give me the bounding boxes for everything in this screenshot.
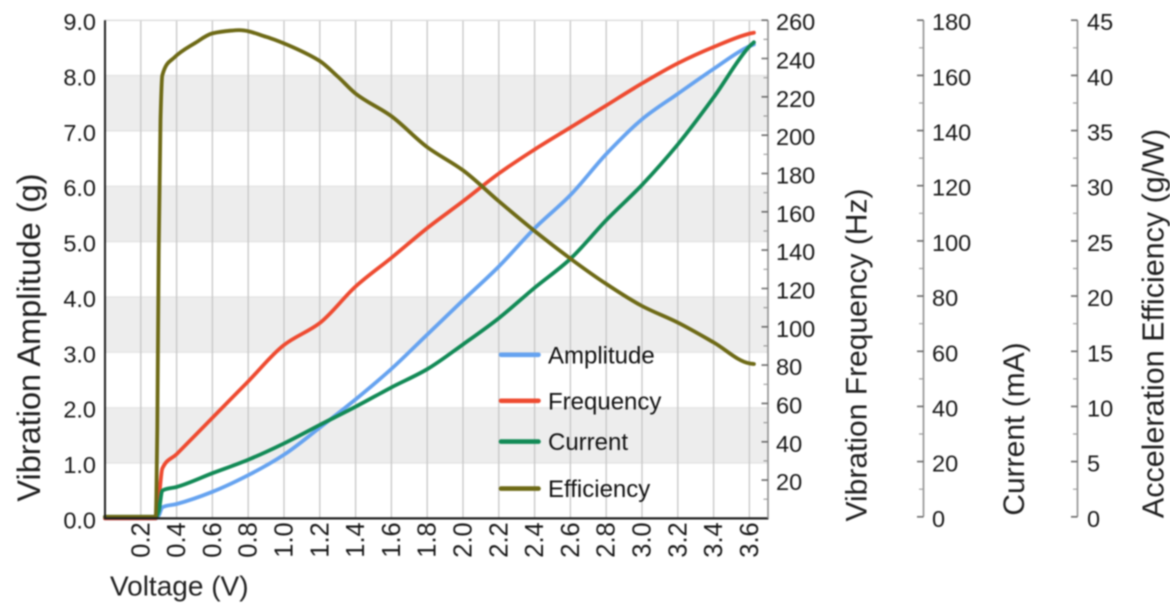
svg-text:60: 60 <box>776 392 802 418</box>
svg-text:3.6: 3.6 <box>736 522 764 557</box>
svg-text:0.6: 0.6 <box>199 522 227 557</box>
svg-text:120: 120 <box>932 175 971 201</box>
svg-text:180: 180 <box>776 163 815 189</box>
svg-text:0: 0 <box>1087 506 1100 532</box>
svg-text:25: 25 <box>1087 230 1113 256</box>
svg-text:1.0: 1.0 <box>63 452 96 478</box>
svg-text:7.0: 7.0 <box>63 120 96 146</box>
svg-text:20: 20 <box>776 469 802 495</box>
svg-text:1.2: 1.2 <box>306 522 334 557</box>
svg-text:Efficiency: Efficiency <box>548 476 650 503</box>
svg-text:9.0: 9.0 <box>63 9 96 35</box>
svg-text:20: 20 <box>1087 285 1113 311</box>
svg-text:80: 80 <box>932 285 958 311</box>
svg-text:45: 45 <box>1087 9 1113 35</box>
svg-text:4.0: 4.0 <box>63 286 96 312</box>
svg-text:60: 60 <box>932 340 958 366</box>
svg-text:220: 220 <box>776 86 815 112</box>
svg-text:20: 20 <box>932 451 958 477</box>
svg-text:3.0: 3.0 <box>629 522 657 557</box>
svg-text:1.0: 1.0 <box>271 522 299 557</box>
svg-text:0.4: 0.4 <box>163 522 191 557</box>
svg-text:10: 10 <box>1087 395 1113 421</box>
svg-text:2.6: 2.6 <box>557 522 585 557</box>
svg-text:5: 5 <box>1087 451 1100 477</box>
svg-text:Voltage (V): Voltage (V) <box>110 571 249 602</box>
svg-text:0.0: 0.0 <box>63 507 96 533</box>
svg-text:140: 140 <box>776 239 815 265</box>
svg-text:40: 40 <box>776 431 802 457</box>
svg-text:100: 100 <box>776 316 815 342</box>
svg-text:1.4: 1.4 <box>342 522 370 557</box>
svg-text:100: 100 <box>932 230 971 256</box>
svg-text:180: 180 <box>932 9 971 35</box>
svg-text:2.4: 2.4 <box>521 522 549 557</box>
svg-text:3.0: 3.0 <box>63 341 96 367</box>
svg-text:2.8: 2.8 <box>593 522 621 557</box>
svg-text:8.0: 8.0 <box>63 65 96 91</box>
svg-text:2.0: 2.0 <box>63 397 96 423</box>
svg-text:160: 160 <box>776 201 815 227</box>
svg-text:Vibration Frequency (Hz): Vibration Frequency (Hz) <box>841 189 874 522</box>
svg-text:1.6: 1.6 <box>378 522 406 557</box>
svg-text:0.8: 0.8 <box>235 522 263 557</box>
svg-text:0.2: 0.2 <box>127 522 155 557</box>
svg-text:3.4: 3.4 <box>700 522 728 557</box>
svg-text:Amplitude: Amplitude <box>548 342 655 369</box>
svg-text:200: 200 <box>776 124 815 150</box>
svg-text:240: 240 <box>776 48 815 74</box>
svg-text:2.0: 2.0 <box>450 522 478 557</box>
svg-text:Vibration Amplitude (g): Vibration Amplitude (g) <box>11 173 47 501</box>
svg-text:40: 40 <box>932 395 958 421</box>
svg-text:15: 15 <box>1087 340 1113 366</box>
svg-text:3.2: 3.2 <box>664 522 692 557</box>
svg-text:5.0: 5.0 <box>63 231 96 257</box>
svg-text:160: 160 <box>932 64 971 90</box>
svg-text:1.8: 1.8 <box>414 522 442 557</box>
svg-text:Frequency: Frequency <box>548 388 661 415</box>
svg-text:80: 80 <box>776 354 802 380</box>
svg-text:2.2: 2.2 <box>485 522 513 557</box>
svg-text:Acceleration Efficiency (g/W): Acceleration Efficiency (g/W) <box>1137 129 1170 518</box>
svg-text:40: 40 <box>1087 64 1113 90</box>
svg-text:35: 35 <box>1087 120 1113 146</box>
svg-text:120: 120 <box>776 278 815 304</box>
svg-text:30: 30 <box>1087 175 1113 201</box>
svg-text:6.0: 6.0 <box>63 175 96 201</box>
svg-text:Current: Current <box>548 429 628 456</box>
svg-text:Current (mA): Current (mA) <box>998 342 1031 515</box>
svg-text:260: 260 <box>776 9 815 35</box>
svg-text:0: 0 <box>932 506 945 532</box>
svg-text:140: 140 <box>932 120 971 146</box>
